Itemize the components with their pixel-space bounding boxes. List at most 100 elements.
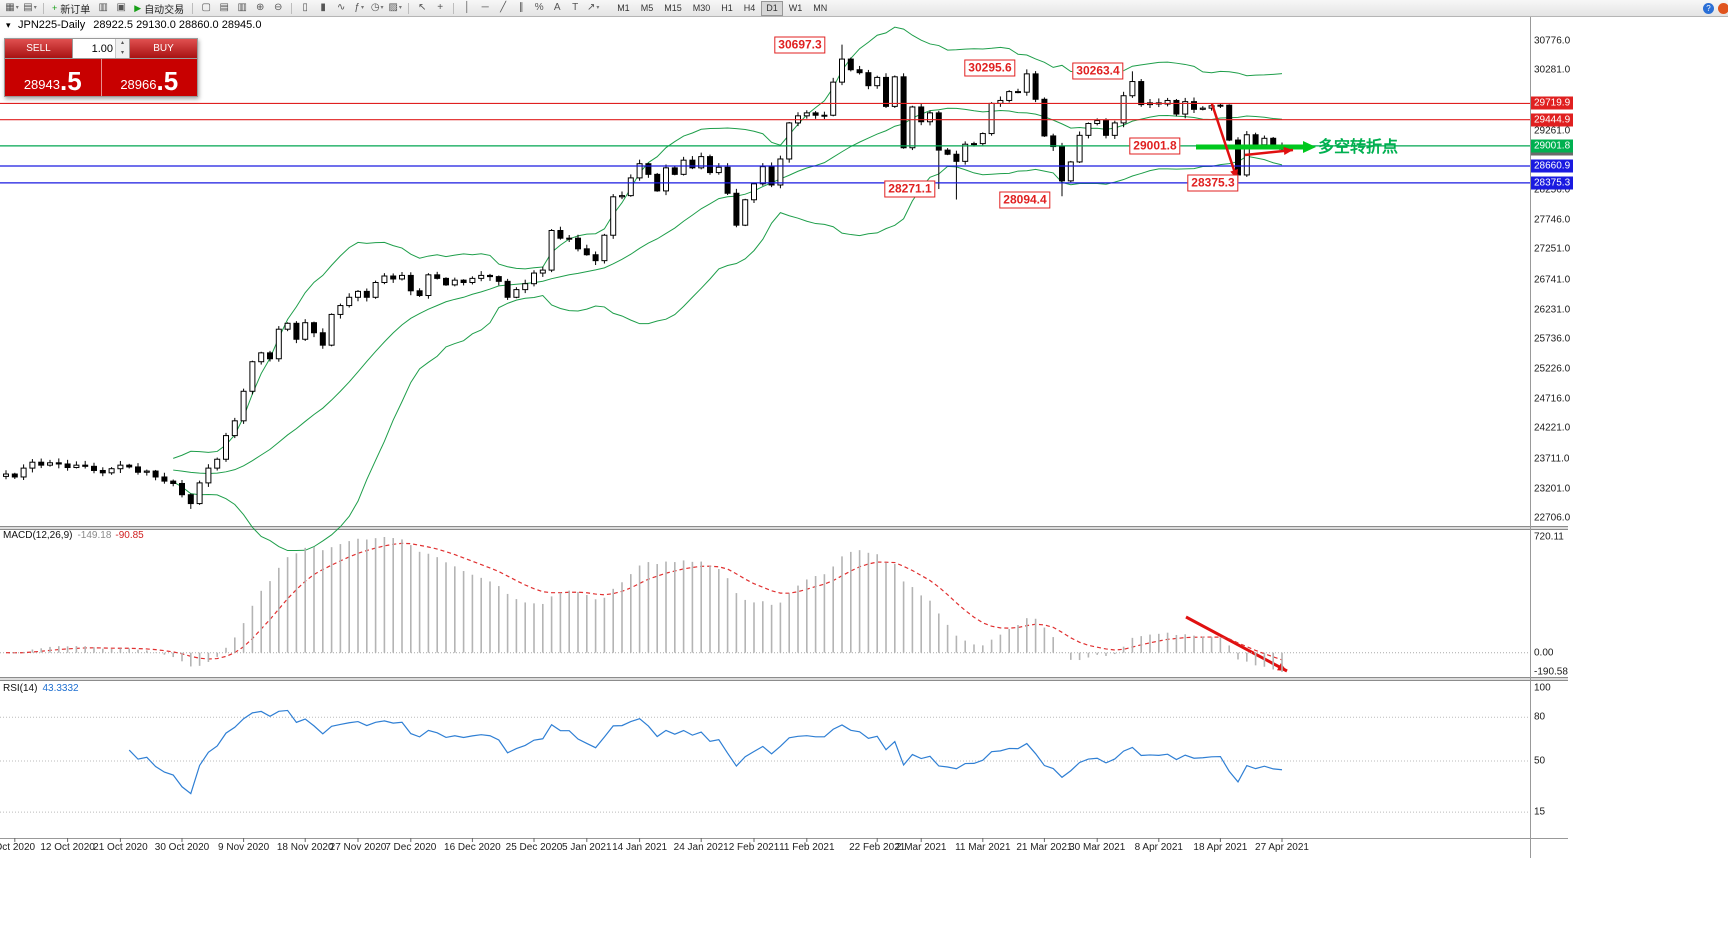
rsi-panel <box>0 709 1530 813</box>
timeframe-d1-button[interactable]: D1 <box>761 0 783 16</box>
sell-button[interactable]: SELL <box>5 39 72 58</box>
price-annotation-30295.6[interactable]: 30295.6 <box>964 59 1016 77</box>
turning-point-annotation[interactable]: 多空转折点 <box>1318 139 1399 156</box>
timeframe-toolbar: M1 M5 M15 M30 H1 H4 D1 W1 MN <box>612 0 832 16</box>
arrows-tool-icon[interactable]: ↗ ▾ <box>586 2 600 13</box>
date-axis-label: 16 Dec 2020 <box>444 842 501 853</box>
timeframe-m15-button[interactable]: M15 <box>664 2 682 13</box>
horizontal-line-tool-icon[interactable]: ─ <box>481 2 489 13</box>
macd-histogram <box>14 537 1283 672</box>
dropdown-icon[interactable]: ▾ <box>398 5 402 11</box>
price-annotation-28375.3[interactable]: 28375.3 <box>1187 174 1239 192</box>
price-annotation-28271.1[interactable]: 28271.1 <box>884 180 936 198</box>
rsi-axis-80: 80 <box>1534 711 1546 723</box>
rsi-axis-15: 15 <box>1534 806 1546 818</box>
dropdown-icon[interactable]: ▾ <box>360 5 364 11</box>
cursor-icon[interactable]: ↖ <box>417 2 427 13</box>
new-chart-icon[interactable]: ▦ ▾ <box>5 2 19 13</box>
vertical-line-tool-icon[interactable]: │ <box>464 2 471 13</box>
channel-tool-icon[interactable]: ∥ <box>518 2 524 13</box>
macd-indicator-label: MACD(12,26,9) -149.18 -90.85 <box>3 530 144 541</box>
trendline-tool-icon[interactable]: ╱ <box>500 2 507 13</box>
price-axis-tick: 24221.0 <box>1534 422 1571 434</box>
timeframe-m5-button[interactable]: M5 <box>640 2 654 13</box>
terminal-icon[interactable]: ▣ <box>116 2 126 13</box>
rsi-line <box>128 709 1283 795</box>
date-axis-label: Oct 2020 <box>0 842 36 853</box>
date-axis-label: 22 Feb 2021 <box>849 842 906 853</box>
help-icon[interactable]: ? <box>1703 2 1714 14</box>
label-tool-icon[interactable]: T <box>572 2 579 13</box>
plus-icon: + <box>52 3 58 13</box>
price-axis-tick: 24716.0 <box>1534 393 1571 405</box>
timeframe-m30-button[interactable]: M30 <box>692 2 711 13</box>
bar-chart-type-icon[interactable]: ▯ <box>302 2 308 13</box>
price-annotation-28094.4[interactable]: 28094.4 <box>999 191 1051 209</box>
date-axis-label: 27 Apr 2021 <box>1255 842 1309 853</box>
timeframe-h1-button[interactable]: H1 <box>721 2 733 13</box>
templates-icon[interactable]: ▨ ▾ <box>388 2 402 13</box>
timeframe-m1-button[interactable]: M1 <box>617 2 630 13</box>
price-divider <box>100 59 102 96</box>
buy-price-display[interactable]: 28966.5 <box>120 66 179 96</box>
text-tool-icon[interactable]: A <box>553 2 561 13</box>
candlestick-type-icon[interactable]: ▮ <box>320 2 326 13</box>
date-axis-label: 27 Nov 2020 <box>329 842 387 853</box>
date-axis-label: 7 Dec 2020 <box>385 842 437 853</box>
toolbar-separator <box>408 2 410 14</box>
periods-icon[interactable]: ◷ ▾ <box>370 2 384 13</box>
trend-band[interactable] <box>1196 141 1316 153</box>
toolbar-separator <box>291 2 293 14</box>
price-annotation-29001.8[interactable]: 29001.8 <box>1129 137 1181 155</box>
date-axis-label: 2 Mar 2021 <box>895 842 947 853</box>
sell-price-display[interactable]: 28943.5 <box>23 66 82 96</box>
date-axis-label: 2 Feb 2021 <box>728 842 780 853</box>
chart-profiles-icon[interactable]: ▤ ▾ <box>23 2 37 13</box>
volume-up-button[interactable]: ▴ <box>116 39 129 49</box>
volume-field: ▴ ▾ <box>72 39 130 58</box>
timeframe-mn-button[interactable]: MN <box>813 2 828 13</box>
one-click-trading-panel: SELL ▴ ▾ BUY 28943.5 28966.5 <box>4 38 198 97</box>
one-click-collapse-icon[interactable]: ▾ <box>6 20 11 30</box>
toolbar-separator <box>453 2 455 14</box>
dropdown-icon[interactable]: ▾ <box>15 5 19 11</box>
zoom-in-icon[interactable]: ⊕ <box>255 2 265 13</box>
new-order-button[interactable]: + 新订单 <box>52 3 91 16</box>
date-axis-label: 8 Apr 2021 <box>1134 842 1183 853</box>
tile-vertically-icon[interactable]: ▥ <box>237 2 247 13</box>
dropdown-icon[interactable]: ▾ <box>380 5 384 11</box>
price-annotation-30697.3[interactable]: 30697.3 <box>774 36 826 54</box>
crosshair-icon[interactable]: + <box>437 2 444 13</box>
promo-icon[interactable] <box>1718 2 1728 14</box>
zoom-out-icon[interactable]: ⊖ <box>273 2 283 13</box>
rsi-indicator-label: RSI(14) 43.3332 <box>3 683 79 694</box>
tile-horizontally-icon[interactable]: ▤ <box>219 2 229 13</box>
dropdown-icon[interactable]: ▾ <box>33 5 37 11</box>
price-axis-tick: 22706.0 <box>1534 512 1571 524</box>
timeframe-h4-button[interactable]: H4 <box>743 2 756 13</box>
price-axis-tick: 25226.0 <box>1534 363 1571 375</box>
line-chart-type-icon[interactable]: ∿ <box>336 2 346 13</box>
price-annotation-30263.4[interactable]: 30263.4 <box>1072 62 1124 80</box>
indicators-icon[interactable]: ƒ ▾ <box>354 2 364 13</box>
timeframe-w1-button[interactable]: W1 <box>788 2 803 13</box>
volume-input[interactable] <box>73 39 115 58</box>
rsi-axis-50: 50 <box>1534 755 1546 767</box>
buy-button[interactable]: BUY <box>130 39 197 58</box>
macd-axis-min: -190.58 <box>1534 666 1568 678</box>
navigator-icon[interactable]: ▥ <box>98 2 108 13</box>
date-axis-label: 5 Jan 2021 <box>562 842 612 853</box>
macd-axis-max: 720.11 <box>1534 531 1564 543</box>
rsi-axis-100: 100 <box>1534 682 1551 694</box>
panel-frame <box>0 16 1568 858</box>
date-axis-label: 9 Nov 2020 <box>218 842 270 853</box>
chart-title: JPN225-Daily 28922.5 29130.0 28860.0 2894… <box>18 19 261 31</box>
macd-main-value: -149.18 <box>77 530 112 541</box>
date-axis-label: 11 Mar 2021 <box>955 842 1011 853</box>
cascade-windows-icon[interactable]: ▢ <box>201 2 211 13</box>
price-axis-tick: 25736.0 <box>1534 333 1571 345</box>
fibonacci-tool-icon[interactable]: % <box>534 2 544 13</box>
dropdown-icon[interactable]: ▾ <box>596 5 600 11</box>
autotrading-button[interactable]: ▶ 自动交易 <box>134 2 185 16</box>
volume-down-button[interactable]: ▾ <box>116 48 129 58</box>
